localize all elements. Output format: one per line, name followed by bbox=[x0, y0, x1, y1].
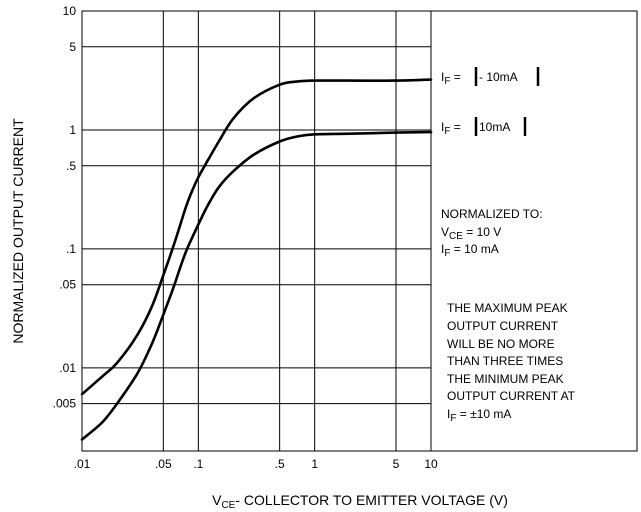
y-tick-label: 5 bbox=[69, 40, 76, 54]
y-tick-label: .05 bbox=[59, 278, 76, 292]
note-line: THAN THREE TIMES bbox=[447, 354, 563, 368]
y-tick-label: .01 bbox=[59, 361, 76, 375]
plot-frame bbox=[81, 10, 638, 452]
normalized-heading: NORMALIZED TO: bbox=[441, 207, 543, 221]
series-label-1: IF = - 10mA bbox=[441, 67, 540, 87]
y-tick-label: .005 bbox=[53, 397, 77, 411]
x-tick-label: .01 bbox=[74, 457, 91, 471]
x-tick-label: .05 bbox=[155, 457, 172, 471]
svg-text:IF =: IF = bbox=[441, 120, 461, 137]
normalized-vce: VCE = 10 V bbox=[441, 225, 501, 242]
svg-text:IF =: IF = bbox=[441, 70, 461, 87]
note-line: IF = ±10 mA bbox=[447, 407, 511, 424]
svg-text:10mA: 10mA bbox=[479, 120, 510, 134]
x-tick-label: .5 bbox=[275, 457, 285, 471]
y-axis-title: NORMALIZED OUTPUT CURRENT bbox=[10, 118, 26, 344]
y-tick-label: 1 bbox=[69, 123, 76, 137]
normalized-annotation: NORMALIZED TO: VCE = 10 V IF = 10 mA bbox=[441, 207, 543, 259]
normalized-if: IF = 10 mA bbox=[441, 242, 499, 259]
y-tick-labels: 10 5 1 .5 .1 .05 .01 .005 bbox=[53, 4, 77, 411]
note-line: WILL BE NO MORE bbox=[447, 337, 555, 351]
y-tick-label: 10 bbox=[63, 4, 77, 18]
x-axis-title: VCE- COLLECTOR TO EMITTER VOLTAGE (V) bbox=[212, 492, 508, 511]
svg-text:- 10mA: - 10mA bbox=[479, 70, 518, 84]
peak-current-note: THE MAXIMUM PEAK OUTPUT CURRENT WILL BE … bbox=[447, 301, 576, 424]
series-line-1 bbox=[80, 78, 433, 396]
series-label-2: IF = 10mA bbox=[441, 117, 527, 137]
series-line-2 bbox=[80, 130, 433, 441]
x-tick-label: 5 bbox=[393, 457, 400, 471]
grid bbox=[82, 11, 432, 451]
note-line: THE MINIMUM PEAK bbox=[447, 372, 564, 386]
y-tick-label: .1 bbox=[66, 242, 76, 256]
note-line: THE MAXIMUM PEAK bbox=[447, 301, 568, 315]
note-line: OUTPUT CURRENT AT bbox=[447, 389, 576, 403]
note-line: OUTPUT CURRENT bbox=[447, 319, 559, 333]
x-tick-label: 10 bbox=[424, 457, 438, 471]
x-tick-label: .1 bbox=[193, 457, 203, 471]
x-tick-label: 1 bbox=[311, 457, 318, 471]
y-tick-label: .5 bbox=[66, 159, 76, 173]
curves bbox=[80, 78, 433, 441]
x-tick-labels: .01 .05 .1 .5 1 5 10 bbox=[74, 457, 438, 471]
